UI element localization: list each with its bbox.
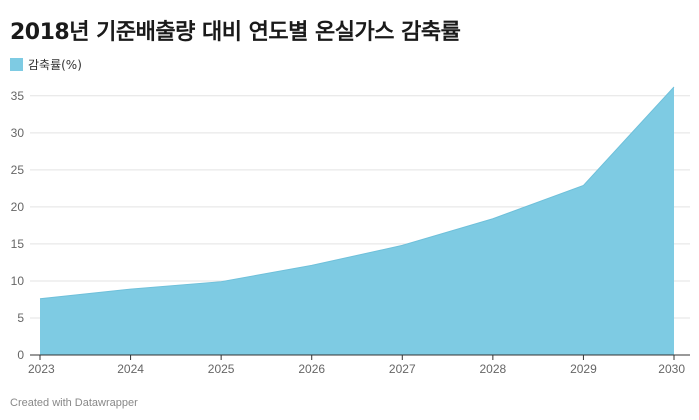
y-tick-label: 10 [11,274,25,288]
x-tick-label: 2027 [389,362,416,376]
x-tick-label: 2028 [480,362,507,376]
x-tick-label: 2026 [298,362,325,376]
y-tick-label: 20 [11,200,25,214]
y-tick-label: 25 [11,163,25,177]
footer-credit: Created with Datawrapper [10,397,138,409]
chart-title: 2018년 기준배출량 대비 연도별 온실가스 감축률 [10,20,461,45]
x-tick-label: 2029 [570,362,597,376]
series-area [40,86,674,356]
x-tick-label: 2025 [208,362,235,376]
x-tick-label: 2023 [28,362,55,376]
legend-label: 감축률(%) [28,58,82,72]
legend: 감축률(%) [10,56,82,73]
x-tick-label: 2024 [117,362,144,376]
y-tick-label: 15 [11,237,25,251]
series-line [39,86,675,300]
y-tick-label: 35 [11,89,25,103]
y-tick-label: 5 [17,311,24,325]
y-tick-label: 0 [17,348,24,362]
y-tick-label: 30 [11,126,25,140]
x-tick-label: 2030 [658,362,685,376]
legend-swatch [10,58,23,71]
